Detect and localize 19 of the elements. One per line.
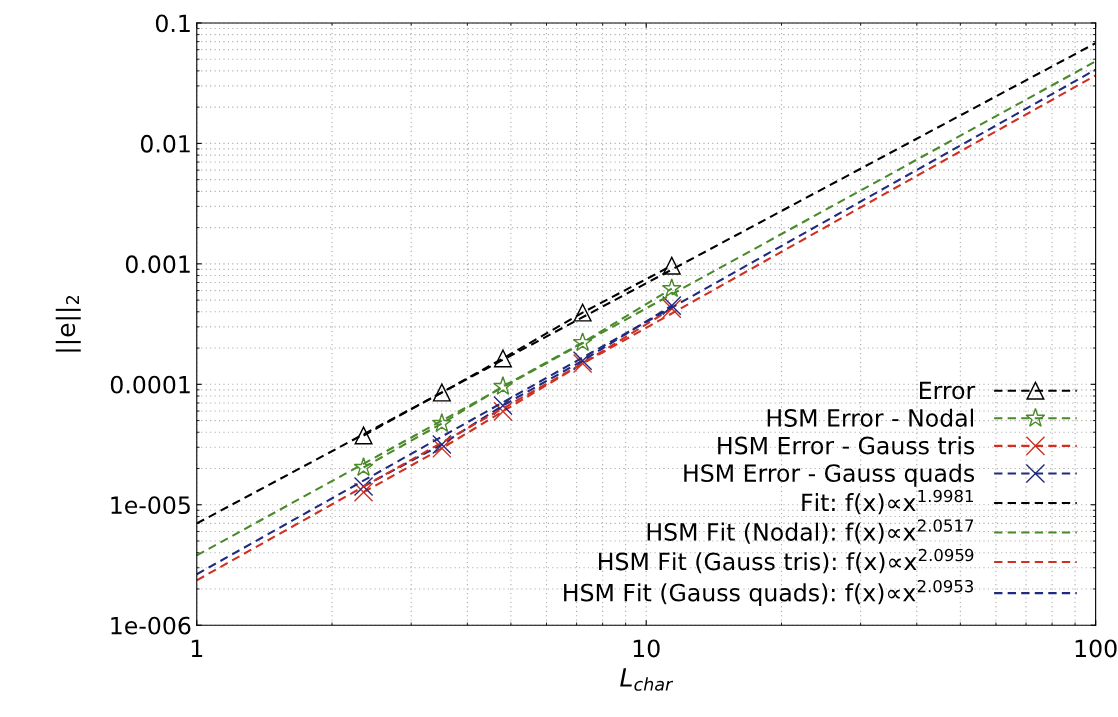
y-tick-label: 0.0001 — [110, 375, 190, 394]
x-axis-title: L$_{char}$ — [620, 668, 674, 691]
y-tick-label: 0.1 — [155, 14, 190, 33]
legend-label: HSM Error - Gauss quads — [684, 463, 975, 487]
legend-label: HSM Fit (Gauss quads): f(x)∝x$^{2.0953}$ — [564, 579, 974, 607]
y-tick-label: 0.001 — [125, 255, 190, 274]
x-tick-label: 10 — [633, 639, 660, 658]
legend-label: HSM Error - Gauss tris — [718, 436, 975, 455]
x-tick-label: 1 — [191, 639, 203, 658]
legend-label: Error — [920, 381, 976, 400]
y-tick-label: 0.01 — [140, 134, 190, 153]
legend-label: Fit: f(x)∝x$^{1.9981}$ — [802, 489, 973, 515]
y-tick-label: 1e-005 — [111, 496, 190, 515]
legend-label: HSM Error - Nodal — [767, 408, 974, 427]
legend-label: HSM Fit (Nodal): f(x)∝x$^{2.0517}$ — [647, 519, 974, 544]
y-tick-label: 1e-006 — [111, 616, 191, 635]
x-tick-label: 100 — [1075, 639, 1117, 658]
legend-label: HSM Fit (Gauss tris): f(x)∝x$^{2.0959}$ — [599, 548, 974, 574]
y-axis-title: ||e||$_{2}$ — [55, 296, 81, 352]
